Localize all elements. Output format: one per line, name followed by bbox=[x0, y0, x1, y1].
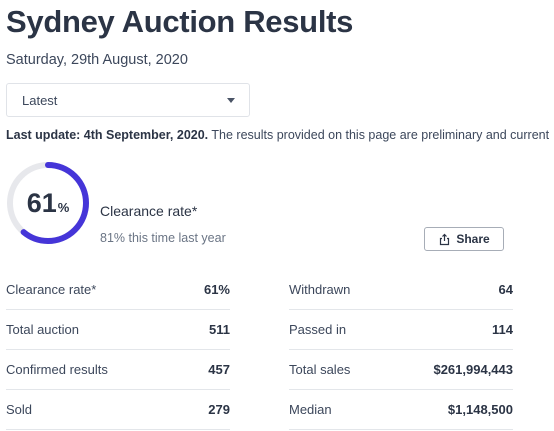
stat-row-sold: Sold 279 bbox=[6, 390, 230, 430]
stat-value: 114 bbox=[492, 322, 513, 337]
stat-label: Total sales bbox=[289, 362, 351, 377]
results-select[interactable]: Latest bbox=[6, 83, 250, 117]
stat-row-confirmed-results: Confirmed results 457 bbox=[6, 350, 230, 390]
clearance-rate-last-year: 81% this time last year bbox=[100, 231, 226, 245]
update-disclaimer: The results provided on this page are pr… bbox=[208, 128, 550, 142]
stat-value: $261,994,443 bbox=[433, 362, 513, 377]
stat-row-passed-in: Passed in 114 bbox=[289, 310, 513, 350]
chevron-down-icon bbox=[227, 98, 235, 103]
stat-value: 279 bbox=[208, 402, 230, 417]
stat-label: Passed in bbox=[289, 322, 347, 337]
stat-label: Sold bbox=[6, 402, 33, 417]
stat-row-median: Median $1,148,500 bbox=[289, 390, 513, 430]
stat-value: 511 bbox=[209, 322, 230, 337]
gauge-value: 61% bbox=[6, 161, 90, 245]
stat-row-withdrawn: Withdrawn 64 bbox=[289, 270, 513, 310]
clearance-gauge bbox=[7, 162, 89, 244]
stat-row-total-auction: Total auction 511 bbox=[6, 310, 230, 350]
share-label: Share bbox=[456, 232, 490, 246]
stat-label: Withdrawn bbox=[289, 282, 351, 297]
clearance-rate-label: Clearance rate* bbox=[100, 203, 198, 219]
stat-value: 457 bbox=[208, 362, 230, 377]
gauge-unit: % bbox=[57, 200, 70, 215]
stat-label: Confirmed results bbox=[6, 362, 108, 377]
last-update-date: Last update: 4th September, 2020. bbox=[6, 128, 209, 142]
stat-row-clearance-rate: Clearance rate* 61% bbox=[6, 270, 230, 310]
gauge-progress-arc bbox=[7, 162, 89, 244]
stat-row-total-sales: Total sales $261,994,443 bbox=[289, 350, 513, 390]
auction-date: Saturday, 29th August, 2020 bbox=[6, 52, 188, 68]
results-select-value: Latest bbox=[22, 93, 58, 108]
stat-label: Median bbox=[289, 402, 332, 417]
stat-value: 61% bbox=[203, 282, 230, 297]
gauge-number: 61 bbox=[26, 187, 57, 218]
page-title: Sydney Auction Results bbox=[6, 4, 354, 39]
stat-value: 64 bbox=[498, 282, 513, 297]
share-icon bbox=[440, 233, 450, 245]
share-button[interactable]: Share bbox=[424, 227, 504, 251]
stat-label: Total auction bbox=[6, 322, 79, 337]
last-update-text: Last update: 4th September, 2020. The re… bbox=[6, 128, 554, 142]
stat-label: Clearance rate* bbox=[6, 282, 97, 297]
stat-value: $1,148,500 bbox=[447, 402, 513, 417]
